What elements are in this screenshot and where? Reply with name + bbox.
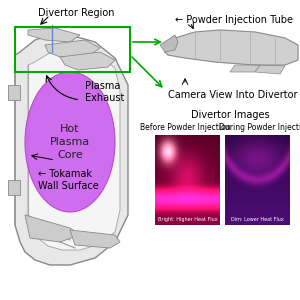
Polygon shape	[60, 52, 115, 70]
Text: ← Powder Injection Tube: ← Powder Injection Tube	[175, 15, 293, 25]
Text: Plasma
Exhaust: Plasma Exhaust	[85, 81, 124, 103]
Polygon shape	[45, 40, 100, 57]
Polygon shape	[70, 230, 120, 248]
Polygon shape	[8, 180, 20, 195]
Text: ← Tokamak
Wall Surface: ← Tokamak Wall Surface	[38, 169, 99, 191]
Ellipse shape	[25, 72, 115, 212]
Polygon shape	[255, 65, 285, 74]
Text: Divertor Region: Divertor Region	[38, 8, 115, 18]
Text: Camera View Into Divertor: Camera View Into Divertor	[168, 90, 298, 100]
Text: Divertor Images: Divertor Images	[191, 110, 269, 120]
Polygon shape	[230, 65, 260, 72]
Polygon shape	[8, 85, 20, 100]
Text: Before Powder Injection: Before Powder Injection	[140, 124, 230, 133]
Polygon shape	[165, 30, 298, 65]
Text: Bright: Higher Heat Flux: Bright: Higher Heat Flux	[158, 217, 217, 222]
Text: Dim: Lower Heat Flux: Dim: Lower Heat Flux	[231, 217, 284, 222]
Text: During Powder Injection: During Powder Injection	[219, 124, 300, 133]
Polygon shape	[28, 50, 120, 250]
Polygon shape	[28, 28, 80, 42]
Polygon shape	[160, 35, 178, 52]
Polygon shape	[15, 35, 128, 265]
Text: Hot
Plasma
Core: Hot Plasma Core	[50, 124, 90, 160]
Polygon shape	[25, 215, 80, 242]
